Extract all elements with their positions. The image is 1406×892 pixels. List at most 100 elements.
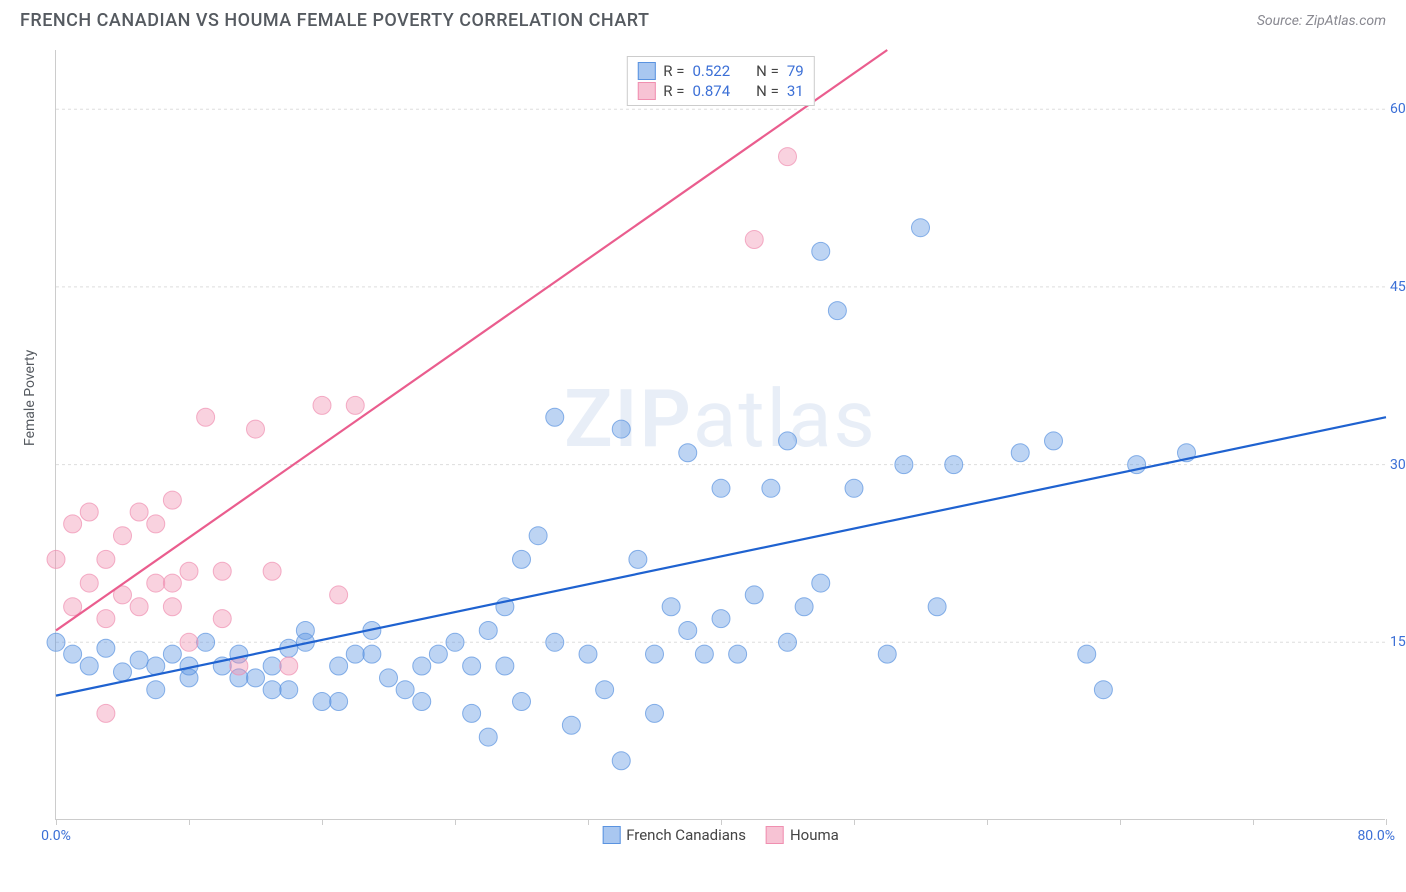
scatter-point bbox=[413, 657, 431, 675]
scatter-point bbox=[114, 527, 132, 545]
scatter-point bbox=[612, 752, 630, 770]
regression-line bbox=[56, 50, 887, 630]
scatter-point bbox=[612, 420, 630, 438]
scatter-point bbox=[479, 728, 497, 746]
scatter-point bbox=[163, 491, 181, 509]
scatter-point bbox=[496, 657, 514, 675]
x-tick-label: 80.0% bbox=[1357, 828, 1395, 844]
x-tick-mark bbox=[189, 819, 190, 825]
scatter-point bbox=[147, 681, 165, 699]
scatter-point bbox=[529, 527, 547, 545]
x-tick-mark bbox=[1253, 819, 1254, 825]
x-tick-mark bbox=[322, 819, 323, 825]
x-tick-mark bbox=[1386, 819, 1387, 825]
x-tick-mark bbox=[56, 819, 57, 825]
x-tick-mark bbox=[455, 819, 456, 825]
scatter-point bbox=[779, 633, 797, 651]
scatter-point bbox=[280, 657, 298, 675]
legend-swatch-icon bbox=[766, 826, 784, 844]
scatter-point bbox=[64, 515, 82, 533]
scatter-point bbox=[1078, 645, 1096, 663]
scatter-plot-svg bbox=[56, 50, 1385, 819]
scatter-point bbox=[64, 598, 82, 616]
legend-correlation: R = 0.522 N = 79 R = 0.874 N = 31 bbox=[626, 56, 814, 106]
y-tick-label: 30.0% bbox=[1390, 457, 1406, 473]
legend-row: R = 0.874 N = 31 bbox=[637, 81, 803, 101]
scatter-point bbox=[130, 651, 148, 669]
scatter-point bbox=[695, 645, 713, 663]
scatter-point bbox=[180, 562, 198, 580]
scatter-point bbox=[646, 645, 664, 663]
scatter-point bbox=[812, 574, 830, 592]
scatter-point bbox=[912, 219, 930, 237]
scatter-point bbox=[446, 633, 464, 651]
scatter-point bbox=[596, 681, 614, 699]
scatter-point bbox=[296, 621, 314, 639]
legend-label: Houma bbox=[790, 826, 839, 844]
scatter-point bbox=[380, 669, 398, 687]
scatter-point bbox=[330, 586, 348, 604]
scatter-point bbox=[712, 610, 730, 628]
scatter-point bbox=[163, 645, 181, 663]
scatter-point bbox=[662, 598, 680, 616]
scatter-point bbox=[795, 598, 813, 616]
scatter-point bbox=[363, 645, 381, 663]
scatter-point bbox=[163, 598, 181, 616]
scatter-point bbox=[828, 302, 846, 320]
scatter-point bbox=[330, 657, 348, 675]
x-tick-mark bbox=[588, 819, 589, 825]
scatter-point bbox=[180, 633, 198, 651]
y-tick-label: 15.0% bbox=[1390, 634, 1406, 650]
scatter-point bbox=[263, 681, 281, 699]
scatter-point bbox=[878, 645, 896, 663]
x-tick-mark bbox=[721, 819, 722, 825]
chart-plot-area: ZIPatlas R = 0.522 N = 79 R = 0.874 N = … bbox=[55, 50, 1385, 820]
scatter-point bbox=[97, 610, 115, 628]
scatter-point bbox=[479, 621, 497, 639]
x-tick-mark bbox=[854, 819, 855, 825]
scatter-point bbox=[80, 657, 98, 675]
y-tick-label: 45.0% bbox=[1390, 279, 1406, 295]
scatter-point bbox=[463, 704, 481, 722]
scatter-point bbox=[313, 396, 331, 414]
scatter-point bbox=[429, 645, 447, 663]
scatter-point bbox=[762, 479, 780, 497]
scatter-point bbox=[114, 663, 132, 681]
scatter-point bbox=[97, 704, 115, 722]
scatter-point bbox=[729, 645, 747, 663]
legend-swatch-icon bbox=[637, 62, 655, 80]
legend-row: R = 0.522 N = 79 bbox=[637, 61, 803, 81]
scatter-point bbox=[330, 693, 348, 711]
chart-source: Source: ZipAtlas.com bbox=[1257, 13, 1386, 29]
scatter-point bbox=[197, 633, 215, 651]
scatter-point bbox=[812, 242, 830, 260]
scatter-point bbox=[247, 420, 265, 438]
scatter-point bbox=[197, 408, 215, 426]
legend-item: Houma bbox=[766, 826, 839, 844]
scatter-point bbox=[47, 633, 65, 651]
scatter-point bbox=[80, 574, 98, 592]
scatter-point bbox=[163, 574, 181, 592]
scatter-point bbox=[579, 645, 597, 663]
scatter-point bbox=[313, 693, 331, 711]
scatter-point bbox=[130, 503, 148, 521]
scatter-point bbox=[346, 396, 364, 414]
scatter-point bbox=[546, 408, 564, 426]
scatter-point bbox=[629, 550, 647, 568]
x-tick-label: 0.0% bbox=[41, 828, 71, 844]
scatter-point bbox=[1045, 432, 1063, 450]
scatter-point bbox=[928, 598, 946, 616]
scatter-point bbox=[97, 550, 115, 568]
scatter-point bbox=[945, 456, 963, 474]
scatter-point bbox=[213, 610, 231, 628]
x-tick-mark bbox=[1120, 819, 1121, 825]
scatter-point bbox=[147, 515, 165, 533]
scatter-point bbox=[346, 645, 364, 663]
scatter-point bbox=[1011, 444, 1029, 462]
scatter-point bbox=[895, 456, 913, 474]
scatter-point bbox=[247, 669, 265, 687]
scatter-point bbox=[779, 148, 797, 166]
legend-swatch-icon bbox=[637, 82, 655, 100]
scatter-point bbox=[396, 681, 414, 699]
scatter-point bbox=[546, 633, 564, 651]
